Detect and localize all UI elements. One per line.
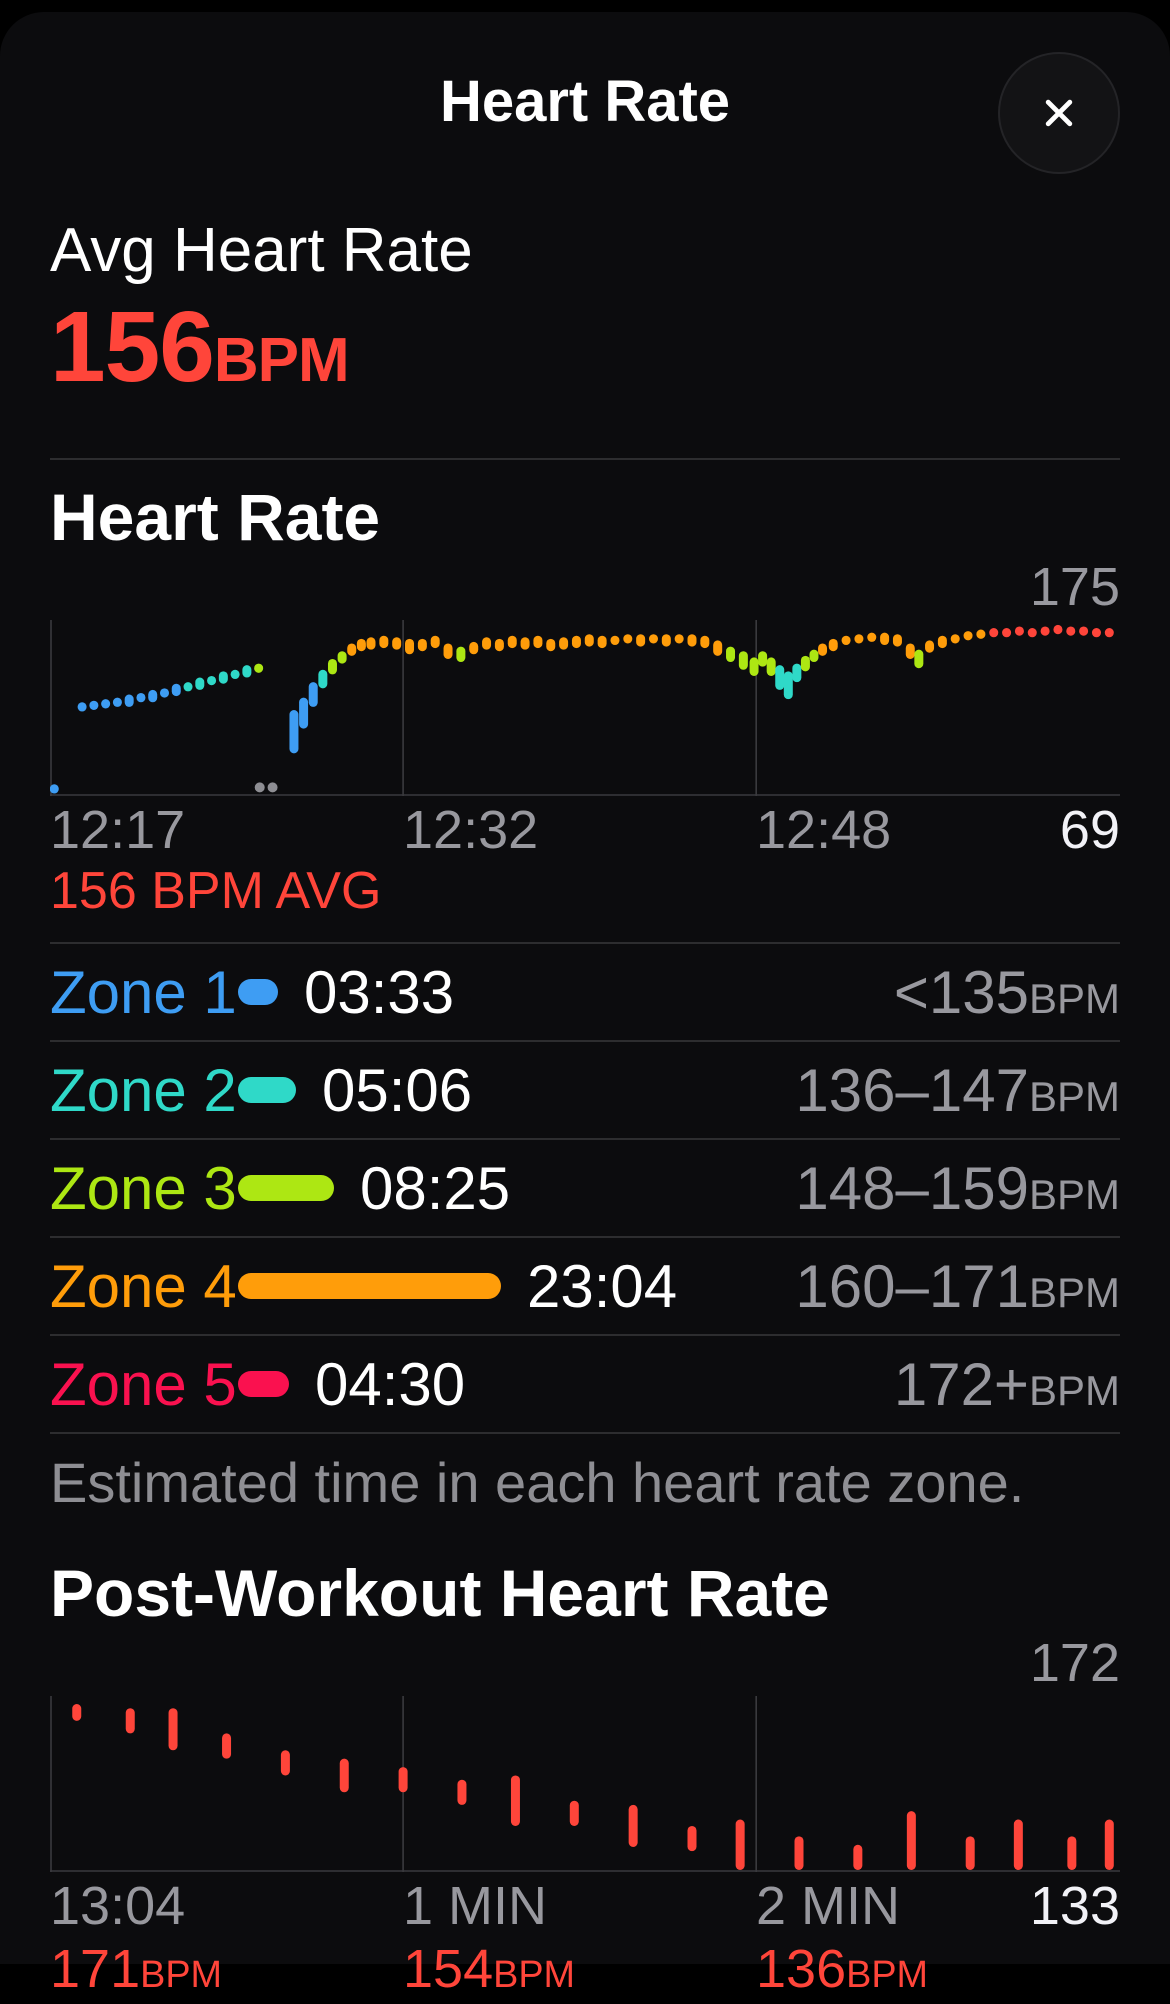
hr-x-label-1: 12:17 bbox=[50, 800, 186, 860]
zone-row: Zone 4 23:04 160–171BPM bbox=[50, 1236, 1120, 1334]
heart-rate-zones-list: Zone 1 03:33 <135BPM Zone 2 05:06 136–14… bbox=[50, 942, 1120, 1434]
zone-name: Zone 2 bbox=[50, 1056, 237, 1124]
post-x-axis: 13:04 1 MIN 2 MIN 133 bbox=[50, 1876, 1120, 1938]
zone-row: Zone 5 04:30 172+BPM bbox=[50, 1334, 1120, 1432]
post-workout-chart bbox=[50, 1696, 1120, 1872]
hr-x-label-3: 12:48 bbox=[756, 800, 892, 860]
heart-rate-section-title: Heart Rate bbox=[50, 480, 381, 554]
avg-heart-rate-summary: Avg Heart Rate 156BPM bbox=[50, 216, 1120, 414]
post-x-label-1: 13:04 bbox=[50, 1876, 186, 1936]
zone-range: 160–171BPM bbox=[795, 1252, 1120, 1320]
hr-avg-caption: 156 BPM AVG bbox=[50, 862, 382, 920]
heart-rate-sheet: Heart Rate Avg Heart Rate 156BPM Heart R… bbox=[0, 12, 1170, 1998]
post-bpm-2: 154BPM bbox=[403, 1939, 576, 1999]
zone-range: 136–147BPM bbox=[795, 1056, 1120, 1124]
zone-name: Zone 3 bbox=[50, 1154, 237, 1222]
post-x-label-3: 2 MIN bbox=[756, 1876, 901, 1936]
zone-duration-pill bbox=[238, 1077, 296, 1103]
zone-row: Zone 3 08:25 148–159BPM bbox=[50, 1138, 1120, 1236]
heart-rate-chart bbox=[50, 620, 1120, 796]
post-workout-title: Post-Workout Heart Rate bbox=[50, 1556, 830, 1630]
close-icon bbox=[1045, 99, 1073, 127]
zone-name: Zone 5 bbox=[50, 1350, 237, 1418]
post-bpm-3: 136BPM bbox=[756, 1939, 929, 1999]
avg-bpm-unit: BPM bbox=[213, 326, 350, 395]
close-button[interactable] bbox=[998, 52, 1120, 174]
zone-range: 172+BPM bbox=[893, 1350, 1120, 1418]
zone-name: Zone 1 bbox=[50, 958, 237, 1026]
avg-heart-rate-label: Avg Heart Rate bbox=[50, 216, 473, 285]
hr-y-min-label: 69 bbox=[1059, 800, 1120, 860]
post-y-max-label: 172 bbox=[1029, 1633, 1120, 1693]
heart-rate-chart-svg bbox=[50, 620, 1120, 796]
hr-x-label-2: 12:32 bbox=[403, 800, 539, 860]
zone-range: <135BPM bbox=[893, 958, 1120, 1026]
avg-bpm-number: 156 bbox=[50, 291, 215, 403]
zone-row: Zone 2 05:06 136–147BPM bbox=[50, 1040, 1120, 1138]
page-title: Heart Rate bbox=[439, 69, 731, 134]
zone-duration: 03:33 bbox=[304, 958, 455, 1026]
zone-range: 148–159BPM bbox=[795, 1154, 1120, 1222]
zone-duration-pill bbox=[238, 1175, 334, 1201]
post-x-label-2: 1 MIN bbox=[403, 1876, 548, 1936]
hr-y-max-label: 175 bbox=[1029, 557, 1120, 617]
post-bpm-1: 171BPM bbox=[50, 1939, 223, 1999]
zone-duration-pill bbox=[238, 1273, 501, 1299]
post-workout-section: Post-Workout Heart Rate 172 13:04 1 MIN … bbox=[50, 1556, 1120, 2000]
zone-duration-pill bbox=[238, 979, 278, 1005]
zone-duration: 23:04 bbox=[527, 1252, 678, 1320]
post-y-min-label: 133 bbox=[1029, 1876, 1120, 1936]
hr-x-axis: 12:17 12:32 12:48 69 bbox=[50, 800, 1120, 862]
zone-duration: 04:30 bbox=[315, 1350, 466, 1418]
avg-heart-rate-value: 156BPM bbox=[50, 294, 1120, 414]
section-divider bbox=[50, 458, 1120, 460]
zone-name: Zone 4 bbox=[50, 1252, 237, 1320]
zone-duration: 08:25 bbox=[360, 1154, 511, 1222]
zones-footnote: Estimated time in each heart rate zone. bbox=[50, 1451, 1025, 1514]
post-bpm-annotations: 171BPM 154BPM 136BPM bbox=[50, 1940, 1120, 2000]
zone-row: Zone 1 03:33 <135BPM bbox=[50, 942, 1120, 1040]
heart-rate-chart-section: Heart Rate 175 12:17 12:32 12:48 69 156 … bbox=[50, 480, 1120, 920]
zone-duration: 05:06 bbox=[322, 1056, 473, 1124]
header: Heart Rate bbox=[50, 12, 1120, 174]
post-workout-chart-svg bbox=[50, 1696, 1120, 1872]
zone-duration-pill bbox=[238, 1371, 289, 1397]
